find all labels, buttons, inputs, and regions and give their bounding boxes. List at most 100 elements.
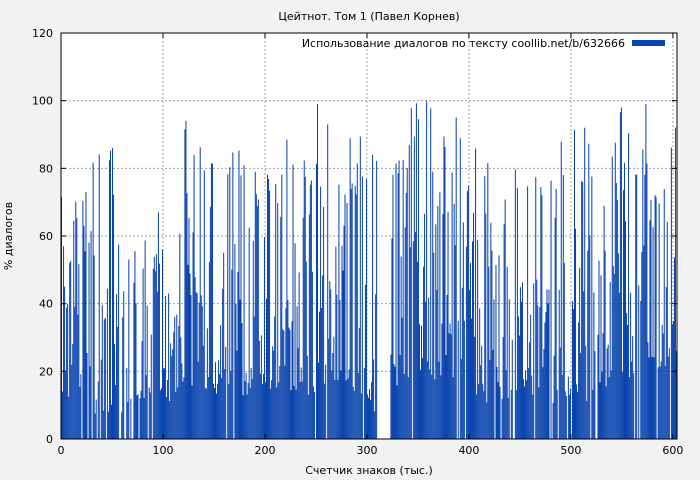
bar [531, 375, 533, 439]
bar [428, 297, 430, 439]
bar [357, 373, 359, 439]
bar [373, 359, 375, 439]
bar [506, 266, 508, 439]
bar [349, 138, 351, 440]
bar [279, 366, 281, 439]
bar [429, 369, 431, 439]
bar [104, 317, 106, 439]
bar [548, 289, 550, 439]
bar [419, 369, 422, 439]
bar [414, 232, 416, 439]
bar [121, 412, 123, 439]
bar [109, 150, 111, 439]
bar [92, 162, 94, 439]
bar [514, 169, 516, 440]
bar [553, 355, 555, 439]
bar [230, 371, 232, 439]
bar [80, 374, 82, 439]
bar [504, 199, 506, 439]
bar [612, 266, 614, 439]
bar [546, 289, 548, 439]
bar [473, 213, 475, 439]
bar [292, 164, 294, 440]
bar [474, 336, 476, 439]
bar [576, 384, 578, 439]
bar [189, 273, 191, 439]
bar [182, 381, 184, 439]
bar [565, 395, 567, 439]
bar [101, 305, 103, 439]
bar [564, 391, 566, 439]
bar [97, 381, 99, 439]
bar [646, 163, 648, 439]
bar [441, 323, 443, 439]
bar-series [61, 100, 677, 440]
bar [442, 214, 444, 439]
bar [415, 103, 417, 439]
bar [103, 319, 105, 439]
bar [470, 318, 473, 439]
bar [622, 190, 624, 439]
bar [84, 251, 86, 439]
bar [567, 376, 569, 439]
bar [503, 224, 505, 439]
bar [172, 349, 174, 439]
bar [370, 400, 372, 439]
bar [353, 391, 355, 439]
bar [602, 333, 604, 439]
axes: 0 100 200 300 400 500 600 0 20 40 60 80 100 120 [32, 27, 683, 457]
bar [671, 324, 673, 439]
bar [447, 211, 449, 439]
bar [488, 266, 490, 439]
bar [413, 136, 415, 440]
bar [248, 227, 250, 439]
bar [332, 353, 334, 439]
bar [642, 149, 644, 439]
bar [149, 392, 151, 439]
bar [519, 287, 521, 439]
bar [351, 183, 353, 439]
bar [287, 299, 289, 439]
bar [558, 289, 560, 439]
bar [455, 117, 457, 439]
bar [325, 364, 327, 439]
bar [670, 147, 672, 439]
bar [123, 291, 125, 439]
bar [257, 199, 259, 439]
bar [107, 411, 109, 439]
bar [569, 388, 571, 439]
bar [228, 384, 230, 439]
bar [454, 245, 456, 439]
bar [221, 378, 223, 439]
bar [537, 305, 539, 439]
bar [93, 255, 95, 439]
bar [251, 379, 253, 439]
bar [83, 226, 85, 439]
bar [88, 242, 90, 439]
y-tick-label: 40 [39, 298, 53, 311]
bar [215, 362, 217, 439]
bar [657, 367, 659, 439]
bar [166, 396, 168, 439]
bar [294, 243, 296, 439]
bar [100, 359, 102, 439]
bar [610, 370, 612, 439]
bar [259, 373, 261, 439]
bar [188, 218, 190, 439]
bar [463, 320, 465, 439]
bar [319, 311, 321, 439]
bar [89, 366, 91, 439]
bar [237, 271, 239, 439]
bar [469, 263, 471, 439]
bar [71, 364, 73, 439]
bar [581, 181, 583, 439]
bar [423, 266, 425, 439]
bar [644, 174, 646, 440]
bar [285, 308, 287, 439]
bar [197, 361, 199, 439]
bar [434, 379, 436, 439]
bar [539, 307, 541, 439]
bar [640, 300, 642, 439]
bar [206, 328, 208, 439]
bar [296, 306, 298, 439]
